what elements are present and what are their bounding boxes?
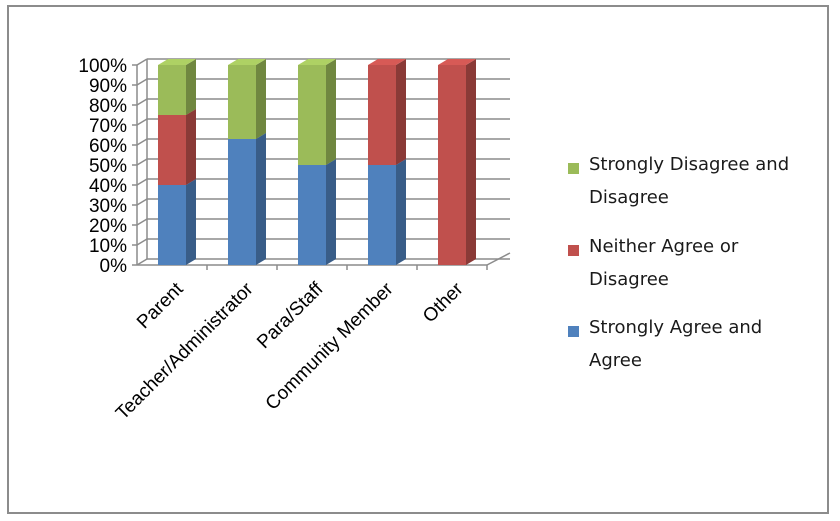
gridline-side [136,138,148,146]
gridline-side [136,218,148,226]
gridline-side [136,58,148,66]
bar-segment [438,59,476,265]
floor-edge [486,252,511,266]
bar-front [158,185,186,265]
y-tick-label: 30% [89,196,127,217]
bar-side [396,59,406,165]
bar-front [368,65,396,165]
gridline-side [136,238,148,246]
legend-swatch [568,245,579,256]
bar-top [228,59,266,65]
bar-side [326,59,336,165]
bars [158,59,476,265]
bar-segment [368,59,406,165]
bar-side [326,159,336,265]
gridline-side [136,98,148,106]
legend-item: Neither Agree or Disagree [568,236,739,290]
bar-segment [158,109,196,185]
bar-front [438,65,466,265]
bar-front [368,165,396,265]
bar-top [438,59,476,65]
bar-front [158,65,186,115]
bar-side [186,179,196,265]
legend-swatch [568,326,579,337]
legend-label: Disagree [589,269,669,290]
legend-item: Strongly Agree and Agree [568,317,762,371]
bar-front [158,115,186,185]
bar-top [368,59,406,65]
bar-side [186,109,196,185]
legend-label: Disagree [589,187,669,208]
bar-segment [158,59,196,115]
bar-front [298,65,326,165]
bar-side [396,159,406,265]
gridline-side [136,178,148,186]
legend-swatch [568,163,579,174]
y-tick-label: 50% [89,156,127,177]
legend-label: Strongly Agree and [589,317,762,338]
bar-side [466,59,476,265]
y-tick-label: 90% [89,76,127,97]
y-tick-label: 100% [78,56,127,77]
category-label: Other [419,278,468,327]
bar-segment [158,179,196,265]
y-tick-label: 40% [89,176,127,197]
category-label: Community Member [262,278,398,414]
category-label: Para/Staff [253,278,328,353]
bar-front [228,65,256,139]
bar-side [256,59,266,139]
y-tick-label: 70% [89,116,127,137]
bar-segment [228,59,266,139]
y-tick-label: 20% [89,216,127,237]
y-tick-label: 0% [100,256,128,277]
y-tick-label: 80% [89,96,127,117]
legend-label: Neither Agree or [589,236,739,257]
bar-top [298,59,336,65]
bar-front [228,139,256,265]
bar-side [256,133,266,265]
bar-side [186,59,196,115]
bar-segment [298,59,336,165]
bar-segment [368,159,406,265]
gridline-side [136,78,148,86]
gridline-side [136,158,148,166]
bar-segment [228,133,266,265]
legend-item: Strongly Disagree and Disagree [568,154,789,208]
category-label: Parent [133,278,188,333]
category-labels: ParentTeacher/AdministratorPara/StaffCom… [112,278,468,424]
gridline-side [136,198,148,206]
y-tick-label: 60% [89,136,127,157]
legend-label: Strongly Disagree and [589,154,789,175]
bar-front [298,165,326,265]
bar-segment [298,159,336,265]
gridline-side [136,258,148,266]
legend-label: Agree [589,350,642,371]
category-label: Teacher/Administrator [112,278,258,424]
gridline-side [136,118,148,126]
y-axis-tick-labels: 0%10%20%30%40%50%60%70%80%90%100% [78,56,127,277]
bar-top [158,59,196,65]
y-tick-label: 10% [89,236,127,257]
